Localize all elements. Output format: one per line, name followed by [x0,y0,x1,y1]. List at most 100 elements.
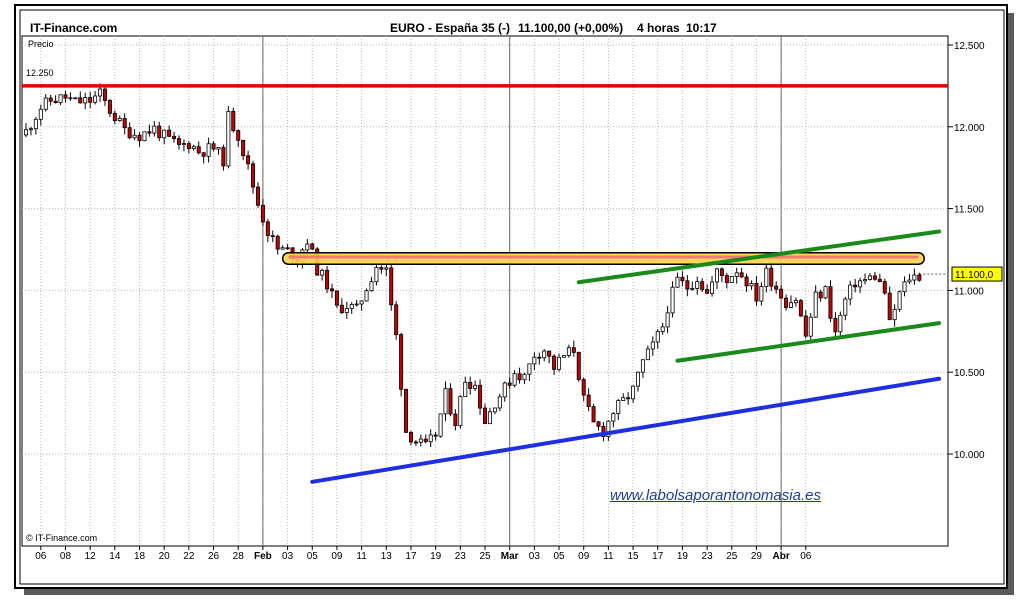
candle-down [448,388,453,415]
candle-down [719,268,724,276]
candle-down [408,431,413,443]
candle-up [759,286,764,302]
candle-up [320,269,325,276]
candle-up [216,147,221,150]
y-tick-label: 12.000 [954,123,985,134]
candle-up [843,298,848,316]
candle-down [507,382,512,386]
x-tick-label: 03 [282,551,294,562]
support-trendline [310,376,942,484]
candle-down [196,146,201,154]
x-tick-label: 17 [652,551,664,562]
candle-up [359,300,364,305]
candle-down [275,235,280,250]
candle-down [576,351,581,380]
candle-down [329,288,334,292]
candle-down [724,275,729,284]
candle-down [478,384,483,409]
candle-up [206,143,211,157]
candle-down [517,373,522,381]
y-tick-label: 11.500 [954,205,984,216]
x-tick-label: 11 [356,551,367,562]
x-tick-label: 15 [628,551,640,562]
candle-down [769,267,774,287]
candle-up [492,407,497,413]
y-tick-label: 11.000 [954,286,984,297]
candles [23,83,922,448]
x-tick-label: 22 [183,551,195,562]
candle-down [112,112,117,122]
candle-up [532,356,537,365]
candle-down [265,221,270,237]
candle-up [132,134,137,139]
candle-down [310,243,315,250]
candle-down [236,130,241,141]
candle-down [379,267,384,270]
candle-up [28,128,33,131]
candle-down [596,421,601,427]
candle-down [877,278,882,283]
candle-up [710,281,715,294]
last-price-tag [951,266,1003,282]
overlays: 11.100,0 [22,84,1003,484]
candle-up [181,143,186,146]
candle-down [700,281,705,290]
candle-down [680,276,685,282]
x-axis: 06 08 12 14 18 20 22 26 28 Feb 03 05 09 11 13 17 19 23 25 M… [35,546,812,562]
candle-down [798,300,803,317]
candle-up [542,350,547,359]
candle-down [63,94,68,99]
candle-down [872,275,877,280]
candle-up [606,420,611,437]
candle-down [917,274,922,281]
candle-down [201,152,206,157]
candle-down [581,379,586,396]
candle-up [226,110,231,167]
time: 10:17 [686,21,717,35]
candle-down [399,334,404,390]
candle-down [176,138,181,145]
candle-up [364,290,369,302]
candle-up [823,286,828,299]
candle-down [325,269,330,290]
candle-down [107,100,112,114]
candle-up [561,355,566,358]
x-tick-label: 28 [233,551,245,562]
candle-up [665,312,670,328]
candle-up [98,88,103,97]
candle-up [191,146,196,150]
x-tick-label: 26 [208,551,220,562]
candle-down [255,186,260,206]
candle-up [892,308,897,321]
grid-lines [22,36,948,546]
candle-up [912,274,917,281]
candle-up [902,281,907,293]
candle-up [280,247,285,250]
last-price-label: 11.100,0 [955,270,994,281]
candle-up [907,279,912,283]
candle-up [616,400,621,415]
candle-up [867,275,872,280]
candle-down [779,288,784,299]
candle-down [270,235,275,238]
candle-up [354,303,359,306]
candle-down [339,304,344,314]
candle-up [557,356,562,370]
candle-up [695,281,700,289]
timeframe: 4 horas [637,21,680,35]
x-tick-label: 12 [85,551,97,562]
candle-down [157,125,162,139]
candle-up [68,97,73,100]
candle-down [122,118,127,129]
candle-up [428,434,433,443]
candle-down [211,143,216,150]
y-tick-label: 12.500 [954,41,985,52]
x-tick-label: 29 [751,551,763,562]
candle-up [38,108,43,120]
watermark-link[interactable]: www.labolsaporantonomasia.es [610,487,821,504]
x-tick-label: 03 [529,551,541,562]
candle-down [127,127,132,139]
x-tick-label: 25 [479,551,491,562]
candle-down [601,425,606,437]
